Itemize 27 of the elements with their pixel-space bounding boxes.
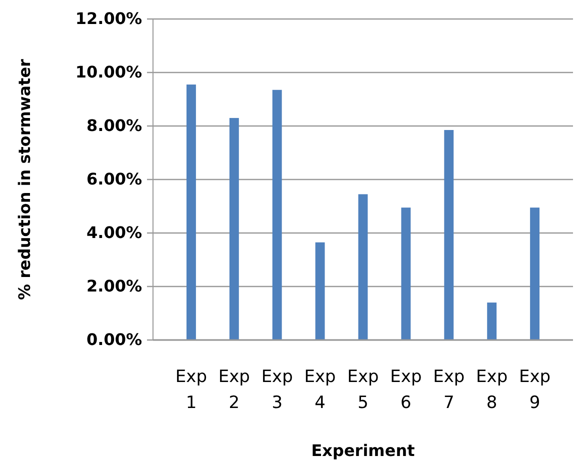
bar xyxy=(358,194,368,340)
bar xyxy=(186,84,196,340)
y-tick-label: 12.00% xyxy=(75,9,142,28)
bar xyxy=(229,118,239,340)
bar xyxy=(315,242,325,340)
y-tick-label: 6.00% xyxy=(86,170,142,189)
bar xyxy=(487,302,497,340)
x-tick-label: Exp 6 xyxy=(390,367,422,413)
y-tick-label: 8.00% xyxy=(86,116,142,136)
bar xyxy=(401,208,411,340)
x-tick-label: Exp 2 xyxy=(218,367,250,413)
x-tick-label: Exp 3 xyxy=(261,367,293,413)
y-axis-title: % reduction in stormwater xyxy=(15,58,34,300)
x-tick-label: Exp 5 xyxy=(347,367,379,413)
x-tick-label: Exp 7 xyxy=(433,367,465,413)
y-tick-label: 4.00% xyxy=(86,223,142,242)
y-tick-label: 0.00% xyxy=(86,330,142,350)
x-tick-label: Exp 1 xyxy=(175,367,208,413)
y-tick-label: 10.00% xyxy=(75,62,142,82)
y-tick-label: 2.00% xyxy=(86,276,142,296)
bar xyxy=(272,90,282,340)
x-axis-title: Experiment xyxy=(311,441,416,460)
bar xyxy=(444,130,454,340)
bar xyxy=(530,208,540,340)
x-tick-label: Exp 4 xyxy=(304,367,336,413)
x-tick-label: Exp 8 xyxy=(476,367,508,413)
x-tick-label: Exp 9 xyxy=(518,367,551,413)
